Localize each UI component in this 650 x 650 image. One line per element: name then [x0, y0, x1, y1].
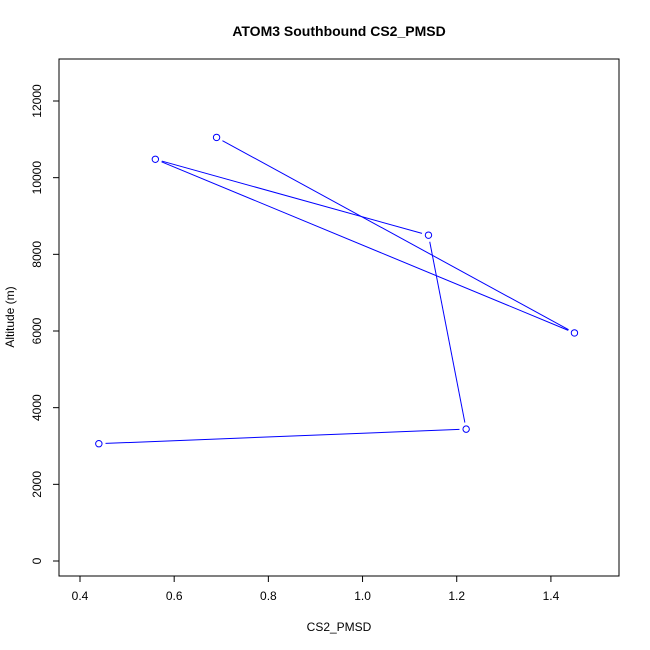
data-point: [462, 425, 470, 433]
x-tick-label: 0.6: [166, 589, 183, 603]
data-point: [212, 133, 221, 142]
chart-title: ATOM3 Southbound CS2_PMSD: [232, 23, 445, 39]
series-line-segment: [161, 160, 423, 234]
x-tick-label: 1.2: [448, 589, 465, 603]
plot-frame: [58, 58, 620, 577]
y-axis-label: Altitude (m): [3, 286, 17, 347]
data-point: [95, 440, 103, 448]
x-tick-label: 1.4: [543, 589, 560, 603]
y-tick-label: 8000: [30, 241, 44, 268]
data-point: [570, 329, 579, 337]
x-tick-label: 0.8: [260, 589, 277, 603]
y-tick-label: 2000: [30, 471, 44, 498]
y-tick-label: 10000: [30, 161, 44, 195]
data-point: [424, 231, 433, 239]
series-line-segment: [222, 140, 569, 331]
series-line-segment: [161, 161, 569, 331]
series-line-segment: [429, 241, 466, 423]
x-tick-label: 1.0: [354, 589, 371, 603]
y-axis: 0 2000 4000 6000 8000 10000 12000: [30, 84, 59, 564]
y-tick-label: 0: [30, 557, 44, 564]
x-axis-label: CS2_PMSD: [307, 620, 372, 634]
y-tick-label: 6000: [30, 317, 44, 344]
y-tick-label: 12000: [30, 84, 44, 118]
x-axis: 0.4 0.6 0.8 1.0 1.2 1.4: [72, 576, 560, 603]
series-line-segment: [105, 428, 460, 444]
y-tick-label: 4000: [30, 394, 44, 421]
series-layer: [95, 133, 579, 448]
x-tick-label: 0.4: [72, 589, 89, 603]
data-point: [151, 155, 160, 163]
